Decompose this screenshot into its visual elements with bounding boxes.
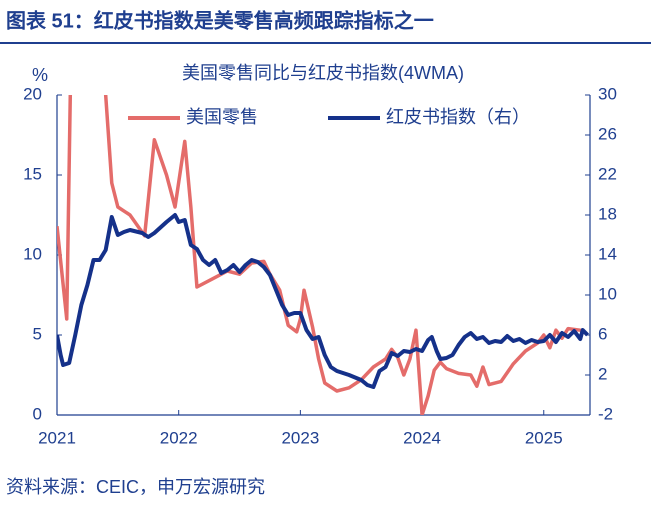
figure-title: 图表 51：红皮书指数是美零售高频跟踪指标之一 <box>6 8 434 32</box>
x-tick-label: 2022 <box>160 428 198 447</box>
y-axis-unit: % <box>32 65 48 85</box>
plot-area <box>57 95 590 415</box>
y2-tick-label: -2 <box>598 404 613 423</box>
y2-tick-label: 6 <box>598 324 607 343</box>
legend-label: 红皮书指数（右） <box>386 107 530 127</box>
x-tick-label: 2021 <box>38 428 76 447</box>
y2-tick-label: 26 <box>598 124 617 143</box>
y-tick-label: 15 <box>23 164 42 183</box>
y-tick-label: 20 <box>23 84 42 103</box>
chart-title: 美国零售同比与红皮书指数(4WMA) <box>182 63 464 83</box>
y2-tick-label: 30 <box>598 84 617 103</box>
y2-tick-label: 18 <box>598 204 617 223</box>
y-tick-label: 0 <box>33 404 42 423</box>
x-tick-label: 2023 <box>281 428 319 447</box>
source-note: 资料来源：CEIC，申万宏源研究 <box>6 477 265 497</box>
legend-label: 美国零售 <box>186 107 258 127</box>
series-line <box>57 95 588 415</box>
y2-tick-label: 10 <box>598 284 617 303</box>
y-tick-label: 10 <box>23 244 42 263</box>
x-tick-label: 2024 <box>403 428 441 447</box>
y-tick-label: 5 <box>33 324 42 343</box>
y2-tick-label: 14 <box>598 244 617 263</box>
y2-tick-label: 2 <box>598 364 607 383</box>
series-line <box>57 213 590 389</box>
y2-tick-label: 22 <box>598 164 617 183</box>
x-tick-label: 2025 <box>525 428 563 447</box>
